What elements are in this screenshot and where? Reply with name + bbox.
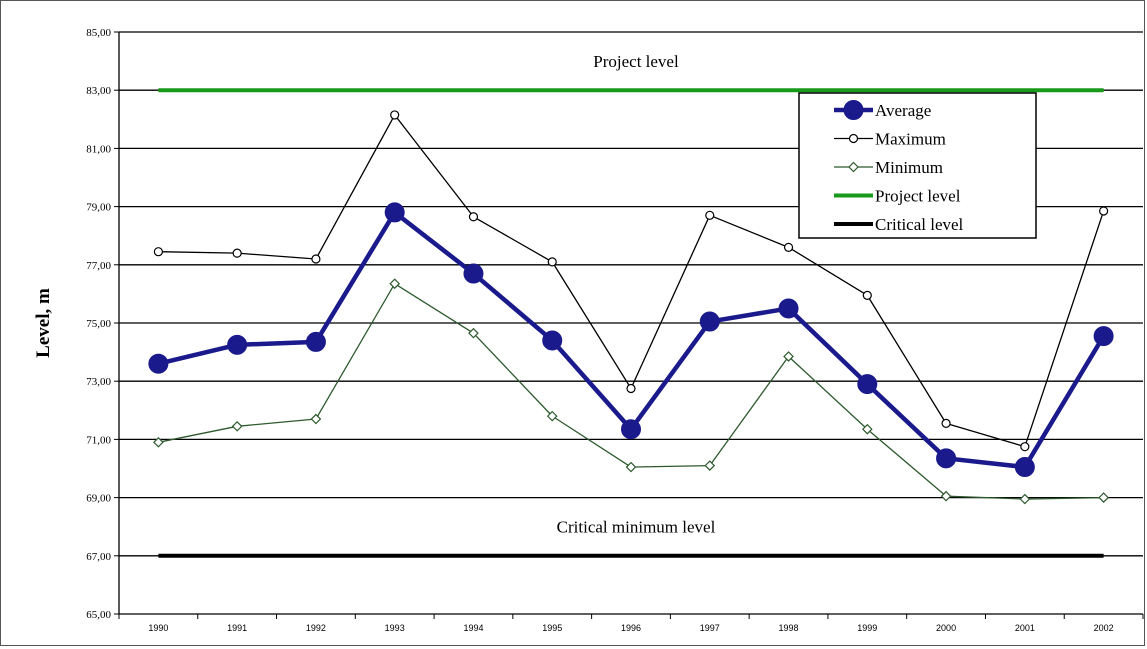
y-tick-label: 85,00: [86, 27, 111, 39]
data-point: [310, 413, 322, 425]
legend: Average Maximum Minimum Project level Critic…: [798, 92, 1037, 239]
data-point: [1014, 457, 1035, 478]
data-point: [468, 327, 479, 339]
x-tick-label: 1994: [463, 623, 483, 633]
data-point: [705, 210, 715, 220]
data-point: [783, 242, 794, 252]
legend-label: Critical level: [875, 215, 964, 234]
x-tick-label: 1995: [542, 623, 562, 633]
series-average: [148, 202, 1114, 478]
data-point: [227, 334, 248, 355]
series-maximum: [153, 110, 1109, 452]
legend-label: Minimum: [875, 158, 943, 177]
data-point: [231, 420, 243, 432]
legend-box: [798, 92, 1037, 239]
x-tick-label: 2001: [1015, 623, 1035, 633]
data-point: [546, 410, 558, 422]
data-point: [848, 161, 859, 173]
data-point: [389, 278, 401, 290]
data-point: [936, 448, 957, 469]
y-tick-label: 75,00: [86, 318, 111, 330]
series: [148, 110, 1114, 505]
x-tick-label: 1993: [385, 623, 405, 633]
x-tick-label: 1997: [700, 623, 720, 633]
y-tick-label: 77,00: [86, 260, 111, 272]
data-point: [940, 490, 952, 502]
data-point: [862, 290, 872, 300]
data-point: [704, 460, 716, 471]
annotation-label: Critical minimum level: [557, 518, 716, 537]
data-point: [941, 418, 951, 428]
x-tick-label: 2002: [1094, 623, 1114, 633]
data-point: [626, 383, 636, 394]
y-tick-label: 79,00: [86, 202, 111, 214]
data-point: [153, 436, 164, 448]
data-point: [848, 133, 859, 144]
data-point: [232, 248, 242, 258]
data-point: [384, 202, 405, 223]
data-point: [463, 263, 484, 284]
data-point: [1098, 492, 1109, 503]
data-point: [843, 100, 864, 120]
y-tick-label: 83,00: [86, 85, 111, 97]
y-tick-label: 71,00: [86, 434, 111, 446]
x-tick-label: 1996: [621, 623, 641, 633]
x-tick-label: 1998: [779, 623, 799, 633]
data-point: [621, 419, 641, 440]
x-tick-label: 2000: [936, 623, 956, 633]
data-point: [778, 298, 799, 319]
data-point: [542, 330, 563, 351]
data-point: [468, 212, 479, 222]
data-point: [1099, 206, 1109, 216]
data-point: [1093, 326, 1114, 347]
x-tick-label: 1999: [857, 623, 877, 633]
data-point: [783, 351, 794, 362]
y-tick-label: 81,00: [86, 143, 111, 155]
data-point: [311, 254, 321, 264]
data-point: [625, 461, 637, 473]
y-tick-label: 73,00: [86, 376, 111, 388]
y-tick-label: 67,00: [86, 551, 111, 563]
legend-label: Average: [875, 101, 931, 120]
axes: 65,00 67,00 69,00 71,00 73,00 75,00 77,00 79,00…: [33, 27, 1144, 633]
y-tick-label: 69,00: [86, 493, 111, 505]
data-point: [1020, 442, 1030, 452]
x-tick-label: 1991: [227, 623, 247, 633]
data-point: [153, 247, 163, 257]
y-axis-title: Level, m: [33, 288, 54, 358]
x-tick-label: 1992: [306, 623, 326, 633]
series-minimum: [153, 278, 1109, 505]
legend-label: Project level: [875, 187, 961, 206]
data-point: [857, 374, 878, 395]
data-point: [699, 311, 720, 332]
annotation-label: Project level: [593, 52, 679, 71]
annotations: Project level Critical minimum level: [557, 52, 716, 537]
reference-lines: [158, 88, 1104, 558]
data-point: [1019, 493, 1031, 505]
data-point: [148, 353, 169, 374]
y-tick-label: 65,00: [86, 609, 111, 621]
data-point: [305, 331, 326, 352]
data-point: [861, 423, 873, 435]
data-point: [390, 110, 400, 120]
x-tick-label: 1990: [148, 623, 168, 633]
data-point: [547, 257, 557, 267]
legend-label: Maximum: [875, 130, 946, 149]
